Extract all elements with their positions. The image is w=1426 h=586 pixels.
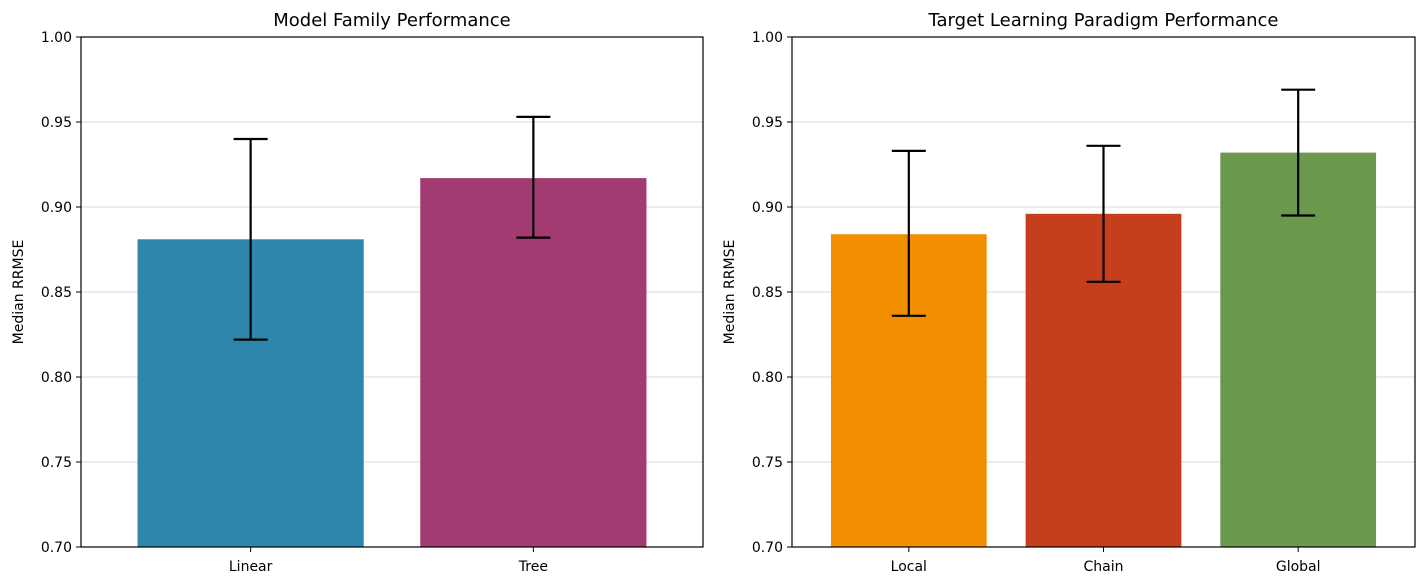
y-tick-label: 0.75 — [752, 455, 783, 471]
y-tick-label: 0.95 — [752, 115, 783, 131]
chart-panel-2: 0.70 0.75 0.80 0.85 0.90 0.95 1.00 Local Chain Gl… — [722, 10, 1416, 575]
error-bar-linear — [233, 137, 268, 341]
y-tick-label: 0.85 — [752, 285, 783, 301]
y-tick-label: 0.70 — [41, 540, 72, 556]
x-tick-label: Linear — [229, 559, 273, 575]
chart-title: Target Learning Paradigm Performance — [928, 10, 1279, 31]
chart-panel-1: 0.70 0.75 0.80 0.85 0.90 0.95 1.00 Linear Tree Mo… — [11, 10, 704, 575]
x-tick-label: Global — [1276, 559, 1321, 575]
y-tick-label: 0.80 — [752, 370, 783, 386]
x-tick-label: Tree — [518, 559, 548, 575]
y-tick-label: 0.90 — [752, 200, 783, 216]
y-tick-label: 1.00 — [41, 30, 72, 46]
y-axis-label: Median RRMSE — [11, 240, 27, 345]
chart-title: Model Family Performance — [273, 10, 510, 31]
y-tick-label: 0.80 — [41, 370, 72, 386]
y-tick-label: 0.75 — [41, 455, 72, 471]
error-bar-tree — [516, 115, 551, 239]
bar-global — [1220, 152, 1377, 547]
error-bar-local — [891, 149, 926, 317]
y-tick-label: 1.00 — [752, 30, 783, 46]
bar-tree — [420, 178, 647, 547]
x-tick-label: Chain — [1084, 559, 1124, 575]
plot-frame — [791, 36, 1416, 548]
error-bar-global — [1281, 88, 1316, 217]
error-bar-chain — [1086, 144, 1121, 283]
x-tick-label: Local — [891, 559, 927, 575]
y-tick-label: 0.85 — [41, 285, 72, 301]
y-tick-label: 0.90 — [41, 200, 72, 216]
plot-frame — [80, 36, 704, 548]
y-tick-label: 0.70 — [752, 540, 783, 556]
y-tick-label: 0.95 — [41, 115, 72, 131]
y-axis-label: Median RRMSE — [722, 240, 738, 345]
